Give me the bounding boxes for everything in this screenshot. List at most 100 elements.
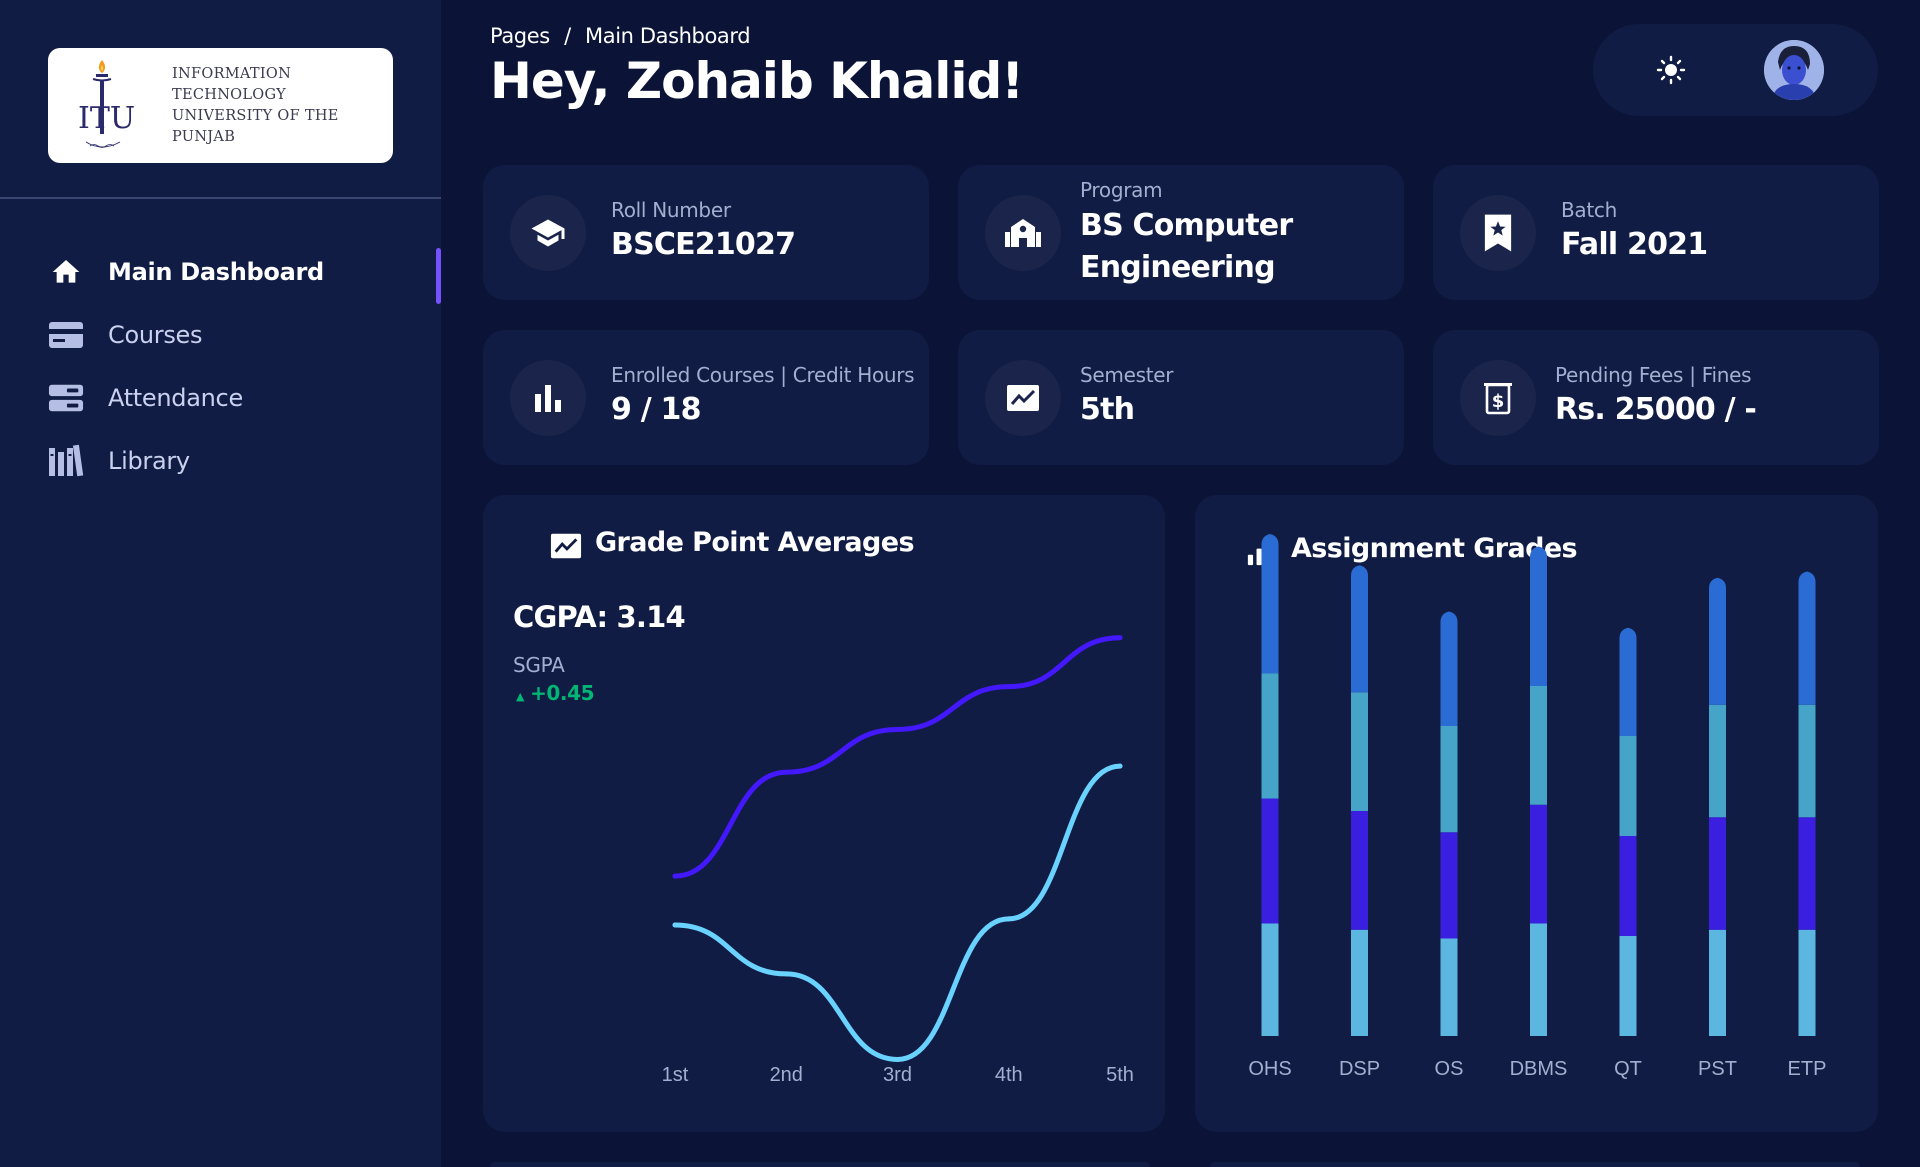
stat-card-batch: Batch Fall 2021 xyxy=(1433,165,1879,300)
x-tick-label: DSP xyxy=(1339,1058,1380,1080)
series-2-point xyxy=(783,971,789,977)
stat-card-semester: Semester 5th xyxy=(958,330,1404,465)
page-title: Hey, Zohaib Khalid! xyxy=(490,52,1024,110)
university-name: INFORMATION TECHNOLOGY UNIVERSITY OF THE… xyxy=(172,64,393,148)
next-card-edge xyxy=(490,1162,1150,1167)
bar-segment-1 xyxy=(1440,938,1458,1036)
university-name-line2: UNIVERSITY OF THE PUNJAB xyxy=(172,107,339,145)
series-2-point xyxy=(672,922,678,928)
sidebar-item-label: Library xyxy=(108,446,190,475)
series-line-1 xyxy=(672,635,1123,879)
bookmark-star-icon xyxy=(1460,195,1536,271)
gpa-chart-title: Grade Point Averages xyxy=(595,527,915,558)
sidebar-divider xyxy=(0,197,441,199)
stat-card-pending-fees: $ Pending Fees | Fines Rs. 25000 / - xyxy=(1433,330,1879,465)
bar-segment-1 xyxy=(1530,923,1547,1036)
x-tick-label: 3rd xyxy=(883,1064,912,1086)
x-tick-label: 4th xyxy=(995,1064,1023,1086)
bar-segment-4 xyxy=(1530,546,1547,686)
x-tick-label: 5th xyxy=(1106,1064,1134,1086)
active-indicator xyxy=(436,248,441,304)
svg-text:ITU: ITU xyxy=(78,101,135,136)
bar-segment-3 xyxy=(1709,704,1726,818)
avatar[interactable] xyxy=(1764,40,1824,100)
series-line-2 xyxy=(672,763,1123,1062)
bar-segment-3 xyxy=(1530,686,1547,805)
stat-value: BSCE21027 xyxy=(611,227,796,262)
stat-value: Rs. 25000 / - xyxy=(1555,392,1757,427)
assignment-chart-card: Assignment Grades OHS DSP OS DBMS QT PST ETP xyxy=(1195,495,1878,1132)
header-toolbar xyxy=(1593,24,1878,116)
x-tick-label: PST xyxy=(1698,1058,1737,1080)
x-tick-label: QT xyxy=(1614,1058,1642,1080)
stat-label: Roll Number xyxy=(611,198,731,222)
series-1-point xyxy=(783,769,789,775)
stat-value: 9 / 18 xyxy=(611,392,701,427)
breadcrumb-separator: / xyxy=(564,24,571,48)
sidebar: ITU INFORMATION TECHNOLOGY UNIVERSITY OF… xyxy=(0,0,441,1167)
stat-card-roll-number: Roll Number BSCE21027 xyxy=(483,165,929,300)
trending-up-icon xyxy=(985,360,1061,436)
series-1-point xyxy=(1117,635,1123,641)
gpa-chart-card: Grade Point Averages CGPA: 3.14 SGPA ▲ +0… xyxy=(483,495,1165,1132)
bar-segment-4 xyxy=(1798,571,1816,705)
series-1-point xyxy=(895,726,900,732)
home-icon xyxy=(48,254,84,290)
x-tick-label: 2nd xyxy=(770,1064,803,1086)
stat-value-line2: Engineering xyxy=(1080,250,1276,285)
fee-receipt-icon: $ xyxy=(1460,360,1536,436)
bar-segment-2 xyxy=(1798,817,1816,930)
bar-segment-4 xyxy=(1440,611,1458,726)
sgpa-label: SGPA xyxy=(513,653,565,677)
university-logo[interactable]: ITU INFORMATION TECHNOLOGY UNIVERSITY OF… xyxy=(48,48,393,163)
caret-up-icon: ▲ xyxy=(516,690,525,703)
bar-segment-2 xyxy=(1530,804,1547,924)
stat-label: Semester xyxy=(1080,363,1174,387)
x-tick-label: ETP xyxy=(1788,1058,1827,1080)
next-card-edge xyxy=(1210,1162,1860,1167)
x-tick-label: DBMS xyxy=(1510,1058,1568,1080)
credit-card-icon xyxy=(48,317,84,353)
trending-up-icon xyxy=(550,532,582,564)
sidebar-item-library[interactable]: Library xyxy=(0,429,441,492)
graduation-cap-icon xyxy=(510,195,586,271)
sidebar-item-courses[interactable]: Courses xyxy=(0,303,441,366)
series-1-point xyxy=(672,873,678,879)
bar-segment-1 xyxy=(1261,923,1279,1036)
stat-card-enrolled-courses: Enrolled Courses | Credit Hours 9 / 18 xyxy=(483,330,929,465)
bar-segment-1 xyxy=(1619,936,1637,1036)
school-icon xyxy=(985,195,1061,271)
bar-segment-2 xyxy=(1619,836,1637,936)
bar-segment-3 xyxy=(1619,736,1637,836)
bar-segment-3 xyxy=(1798,704,1816,818)
bar-segment-2 xyxy=(1709,817,1726,930)
sgpa-change: ▲ +0.45 xyxy=(516,681,595,705)
series-2-point xyxy=(895,1056,900,1062)
cgpa-value: CGPA: 3.14 xyxy=(513,600,686,634)
stat-value: 5th xyxy=(1080,392,1135,427)
sun-icon[interactable] xyxy=(1655,54,1687,86)
stat-label: Enrolled Courses | Credit Hours xyxy=(611,363,915,387)
bar-segment-4 xyxy=(1261,534,1279,674)
stat-value: Fall 2021 xyxy=(1561,227,1708,262)
bar-chart-icon xyxy=(510,360,586,436)
bar-segment-3 xyxy=(1351,692,1368,811)
bar-segment-2 xyxy=(1351,811,1368,930)
series-1-point xyxy=(1006,684,1012,690)
university-name-line1: INFORMATION TECHNOLOGY xyxy=(172,65,292,103)
breadcrumb-root[interactable]: Pages xyxy=(490,24,550,48)
svg-text:$: $ xyxy=(1492,391,1505,412)
sidebar-item-main-dashboard[interactable]: Main Dashboard xyxy=(0,240,441,304)
series-2-point xyxy=(1117,763,1123,769)
stat-value: BS Computer Engineering xyxy=(1080,205,1293,289)
bar-segment-1 xyxy=(1709,929,1726,1036)
bar-segment-1 xyxy=(1798,929,1816,1036)
itu-emblem: ITU xyxy=(78,56,158,156)
sidebar-item-label: Courses xyxy=(108,320,203,349)
storage-icon xyxy=(48,380,84,416)
sidebar-item-attendance[interactable]: Attendance xyxy=(0,366,441,429)
breadcrumb: Pages / Main Dashboard xyxy=(490,24,751,48)
x-tick-label: OHS xyxy=(1248,1058,1291,1080)
bar-segment-4 xyxy=(1709,577,1726,705)
bar-segment-1 xyxy=(1351,929,1368,1036)
